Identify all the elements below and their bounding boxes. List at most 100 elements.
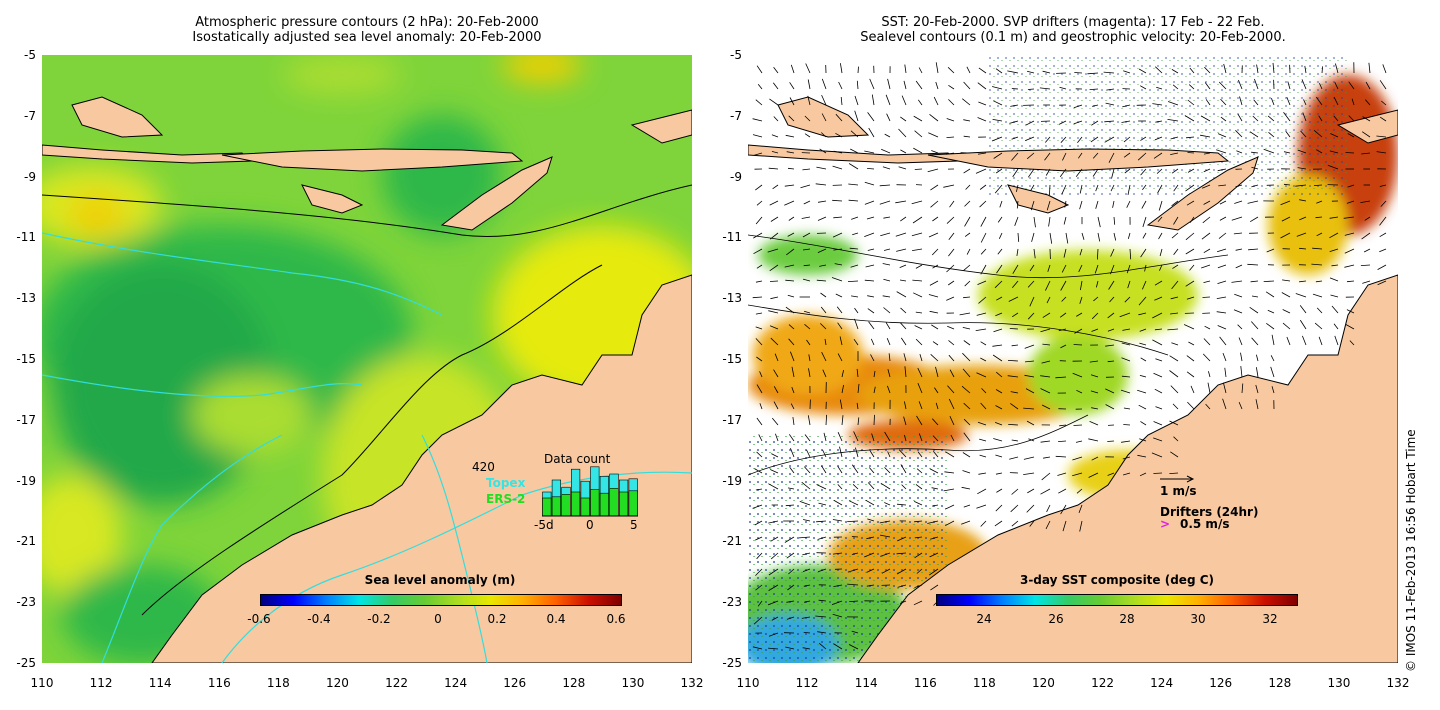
velocity-arrow: [775, 433, 779, 442]
velocity-arrow: [1065, 232, 1069, 244]
velocity-arrow: [946, 152, 955, 155]
velocity-arrow: [1154, 328, 1163, 331]
velocity-arrow: [979, 454, 987, 458]
velocity-arrow: [884, 467, 891, 474]
velocity-arrow: [1088, 438, 1099, 442]
velocity-arrow: [784, 200, 795, 206]
velocity-arrow: [1208, 371, 1211, 378]
velocity-arrow: [997, 216, 1003, 223]
velocity-arrow: [1380, 200, 1387, 207]
velocity-arrow: [977, 152, 987, 155]
velocity-arrow: [1238, 79, 1243, 90]
velocity-arrow: [1122, 104, 1131, 108]
velocity-arrow: [773, 386, 779, 394]
velocity-arrow: [1112, 200, 1115, 208]
velocity-arrow: [995, 405, 1003, 410]
left-map-title: Atmospheric pressure contours (2 hPa): 2…: [42, 15, 692, 45]
velocity-arrow: [1188, 341, 1195, 346]
velocity-arrow: [1157, 184, 1163, 194]
velocity-arrow: [947, 325, 955, 330]
velocity-arrow: [1281, 292, 1291, 298]
velocity-arrow: [856, 368, 859, 378]
velocity-arrow: [995, 472, 1003, 475]
velocity-arrow: [996, 264, 1003, 274]
velocity-arrow: [1333, 96, 1339, 106]
velocity-arrow: [1189, 67, 1195, 74]
velocity-arrow: [1172, 403, 1179, 410]
velocity-arrow: [931, 324, 939, 330]
velocity-arrow: [1313, 129, 1323, 138]
velocity-arrow: [1251, 337, 1259, 346]
velocity-arrow: [1091, 456, 1099, 461]
velocity-arrow: [1154, 136, 1163, 141]
velocity-arrow: [896, 503, 907, 506]
velocity-arrow: [1170, 152, 1179, 155]
velocity-arrow: [832, 552, 843, 555]
velocity-arrow: [1046, 296, 1051, 304]
velocity-arrow: [1025, 136, 1035, 141]
velocity-arrow: [935, 366, 939, 378]
velocity-arrow: [1364, 99, 1371, 106]
velocity-arrow: [769, 280, 779, 282]
velocity-arrow: [864, 181, 875, 186]
velocity-arrow: [786, 616, 795, 620]
velocity-arrow: [947, 385, 955, 394]
data-count-xtick-mid: 0: [586, 518, 594, 532]
velocity-arrow: [1096, 280, 1099, 288]
velocity-arrow: [912, 216, 923, 224]
right-lat-tick: -25: [722, 656, 742, 670]
velocity-arrow: [867, 482, 875, 490]
velocity-arrow: [1283, 183, 1291, 186]
velocity-arrow: [1045, 168, 1051, 176]
velocity-arrow: [994, 280, 1003, 289]
sea-level-anomaly-map: 420 Data count Topex ERS-2 -5d 0 5 Sea l…: [42, 55, 692, 663]
velocity-arrow: [1362, 116, 1371, 122]
velocity-arrow: [1173, 436, 1179, 442]
velocity-arrow: [788, 338, 795, 346]
velocity-arrow: [835, 132, 843, 138]
velocity-arrow: [927, 168, 939, 173]
velocity-arrow: [1266, 248, 1275, 253]
velocity-arrow: [1026, 504, 1035, 513]
velocity-arrow: [1029, 296, 1035, 307]
velocity-arrow: [1016, 200, 1019, 209]
velocity-arrow: [1251, 295, 1259, 298]
velocity-arrow: [935, 81, 939, 90]
velocity-arrow: [1238, 401, 1243, 410]
velocity-arrow: [817, 248, 827, 253]
velocity-arrow: [867, 308, 875, 314]
velocity-arrow: [857, 66, 859, 74]
velocity-arrow: [961, 385, 971, 394]
velocity-arrow: [833, 643, 843, 650]
velocity-arrow: [1097, 216, 1101, 228]
velocity-arrow: [945, 504, 955, 510]
right-lon-tick: 126: [1209, 676, 1233, 690]
velocity-arrow: [1142, 216, 1147, 228]
velocity-arrow: [1073, 104, 1083, 109]
velocity-arrow: [1267, 309, 1275, 314]
velocity-arrow: [1171, 168, 1179, 174]
velocity-arrow: [914, 536, 923, 539]
velocity-arrow: [886, 338, 891, 346]
velocity-arrow: [1061, 184, 1067, 195]
velocity-arrow: [978, 296, 987, 304]
velocity-arrow: [854, 318, 859, 330]
velocity-arrow: [788, 115, 795, 122]
velocity-arrow: [1155, 406, 1163, 410]
velocity-arrow: [852, 484, 859, 490]
left-lat-tick: -19: [16, 473, 36, 488]
velocity-arrow: [1154, 280, 1163, 286]
velocity-arrow: [930, 184, 939, 191]
velocity-arrow: [1316, 149, 1323, 154]
velocity-arrow: [1251, 151, 1259, 154]
velocity-arrow: [871, 94, 875, 106]
velocity-arrow: [1319, 83, 1323, 90]
velocity-arrow: [835, 113, 843, 122]
velocity-arrow: [1280, 232, 1291, 239]
velocity-arrow: [756, 356, 763, 362]
velocity-arrow: [903, 416, 907, 426]
velocity-arrow: [1124, 168, 1131, 174]
velocity-arrow: [1203, 168, 1211, 173]
velocity-arrow: [993, 328, 1003, 333]
velocity-arrow: [1247, 200, 1259, 204]
